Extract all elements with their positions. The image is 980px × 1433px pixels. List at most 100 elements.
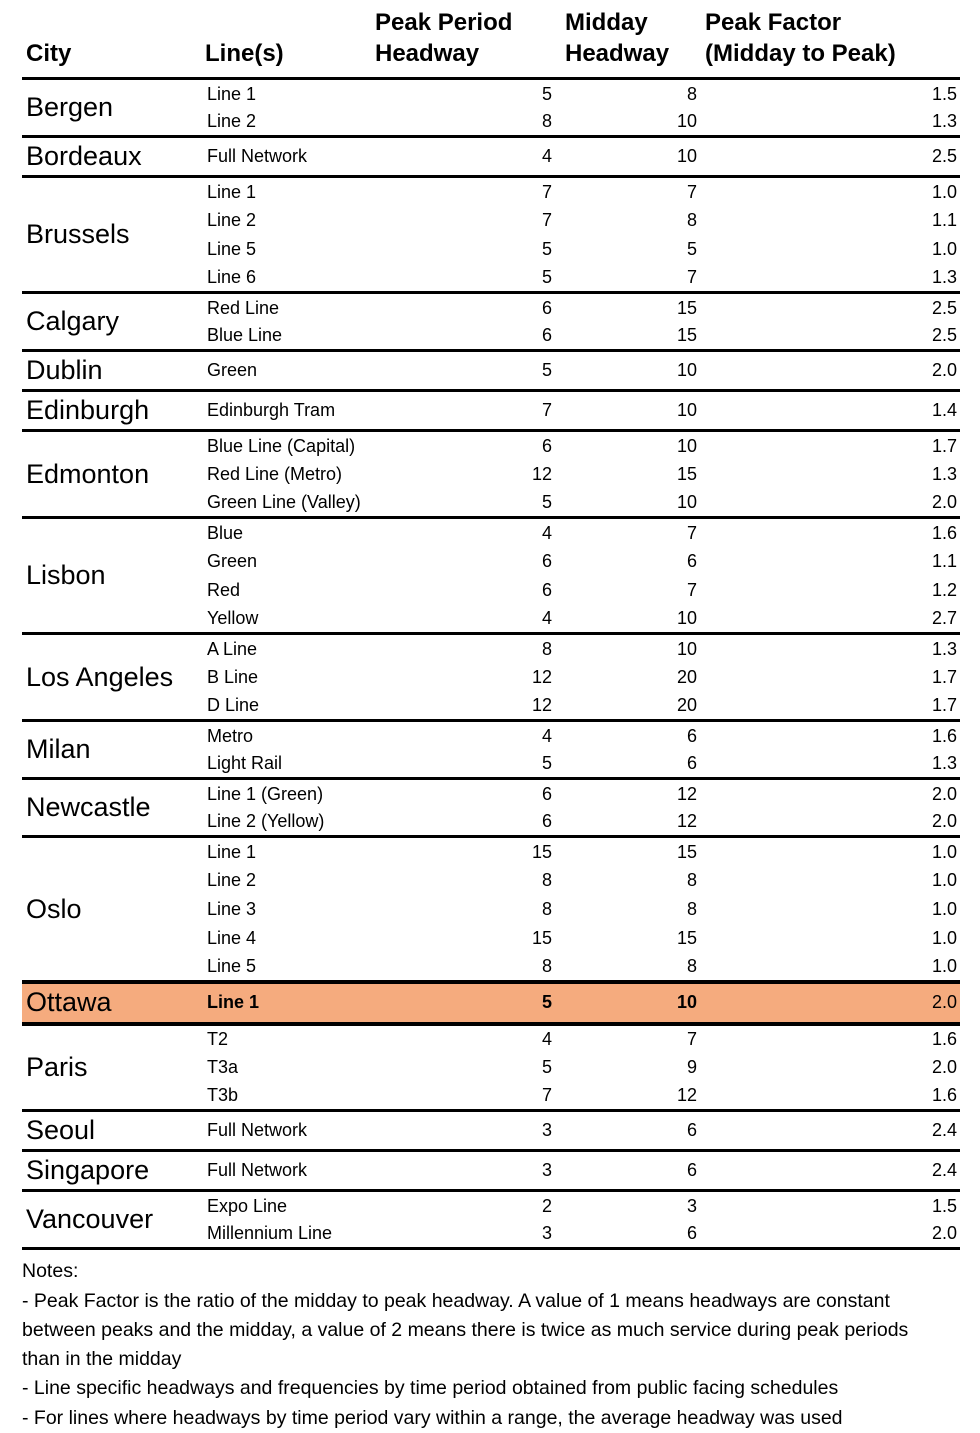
line-cell: Metro (205, 719, 375, 750)
line-cell: Blue Line (207, 325, 283, 346)
peak-cell: 5 (541, 492, 552, 513)
midday-cell: 10 (560, 135, 705, 177)
peak-cell: 5 (375, 979, 560, 1026)
factor-cell: 1.6 (705, 516, 960, 547)
city-cell: Vancouver (22, 1189, 205, 1249)
city-cell: Bergen (22, 77, 205, 137)
peak-cell: 12 (531, 463, 552, 484)
line-cell: Line 6 (207, 267, 257, 288)
factor-cell: 1.7 (705, 429, 960, 460)
city-cell: Paris (22, 1022, 205, 1111)
city-cell: Newcastle (22, 777, 205, 837)
note-item: - Line specific headways and frequencies… (22, 1377, 839, 1400)
factor-cell: 1.3 (705, 632, 960, 663)
city-cell: Dublin (22, 349, 205, 391)
midday-cell: 8 (686, 955, 697, 976)
midday-cell: 12 (676, 1085, 697, 1106)
line-cell: Blue Line (Capital) (205, 429, 375, 460)
factor-cell: 2.5 (931, 325, 957, 346)
table-row: Ottawa Line 1 5 10 2.0 (22, 979, 960, 1026)
peak-cell: 6 (375, 291, 560, 322)
table-row: Line 2 7 8 1.1 (22, 206, 960, 235)
table-row: Line 2 (Yellow) 6 12 2.0 (22, 808, 960, 837)
table-row: Line 2 8 8 1.0 (22, 866, 960, 895)
table-row: Yellow 4 10 2.7 (22, 605, 960, 634)
factor-cell: 2.4 (705, 1109, 960, 1151)
table-row: Edinburgh Edinburgh Tram 7 10 1.4 (22, 389, 960, 431)
midday-cell: 20 (676, 695, 697, 716)
factor-cell: 1.0 (705, 175, 960, 206)
peak-cell: 8 (541, 111, 552, 132)
notes-section: Notes: - Peak Factor is the ratio of the… (22, 1257, 942, 1433)
line-cell: Yellow (207, 608, 259, 629)
table-row: Dublin Green 5 10 2.0 (22, 349, 960, 391)
table-row: Seoul Full Network 3 6 2.4 (22, 1109, 960, 1151)
table-row: Milan Metro 4 6 1.6 (22, 719, 960, 779)
factor-cell: 1.0 (705, 835, 960, 866)
midday-cell: 7 (686, 579, 697, 600)
peak-cell: 8 (541, 869, 552, 890)
line-cell: Line 2 (207, 869, 257, 890)
note-item: - For lines where headways by time perio… (22, 1406, 843, 1429)
midday-cell: 12 (560, 777, 705, 808)
factor-cell: 2.0 (931, 1223, 957, 1244)
table-row: T3b 7 12 1.6 (22, 1082, 960, 1111)
midday-cell: 8 (560, 77, 705, 108)
peak-cell: 2 (375, 1189, 560, 1220)
line-cell: B Line (207, 666, 259, 687)
peak-cell: 8 (375, 632, 560, 663)
peak-cell: 6 (375, 777, 560, 808)
table-row: Vancouver Expo Line 2 3 1.5 (22, 1189, 960, 1249)
header-lines: Line(s) (205, 2, 375, 81)
peak-cell: 5 (541, 753, 552, 774)
peak-cell: 7 (541, 1085, 552, 1106)
midday-cell: 6 (686, 1223, 697, 1244)
line-cell: Green (207, 550, 258, 571)
factor-cell: 1.7 (931, 666, 957, 687)
line-cell: T3a (207, 1056, 239, 1077)
peak-cell: 5 (541, 267, 552, 288)
factor-cell: 2.7 (931, 608, 957, 629)
factor-cell: 1.3 (931, 267, 957, 288)
factor-cell: 1.3 (931, 111, 957, 132)
factor-cell: 2.0 (931, 811, 957, 832)
midday-cell: 12 (676, 811, 697, 832)
midday-cell: 8 (686, 209, 697, 230)
factor-cell: 1.1 (931, 550, 957, 571)
peak-cell: 15 (531, 927, 552, 948)
factor-cell: 1.0 (931, 927, 957, 948)
line-cell: Line 4 (207, 927, 257, 948)
peak-cell: 4 (541, 608, 552, 629)
header-midday-headway: Midday Headway (560, 2, 705, 81)
table-row: Newcastle Line 1 (Green) 6 12 2.0 (22, 777, 960, 837)
line-cell: Red Line (Metro) (207, 463, 343, 484)
table-row: Red Line (Metro) 12 15 1.3 (22, 460, 960, 489)
peak-cell: 5 (375, 77, 560, 108)
peak-cell: 5 (541, 238, 552, 259)
midday-cell: 10 (560, 632, 705, 663)
city-cell: Singapore (22, 1149, 205, 1191)
city-cell: Los Angeles (22, 632, 205, 721)
table-row: Singapore Full Network 3 6 2.4 (22, 1149, 960, 1191)
midday-cell: 15 (676, 927, 697, 948)
city-cell: Calgary (22, 291, 205, 351)
headway-table: City Line(s) Peak Period Headway Midday … (22, 2, 960, 1251)
city-cell: Lisbon (22, 516, 205, 634)
line-cell: Line 3 (207, 898, 257, 919)
table-row: Brussels Line 1 7 7 1.0 (22, 175, 960, 293)
table-row: Bordeaux Full Network 4 10 2.5 (22, 135, 960, 177)
midday-cell: 6 (560, 1109, 705, 1151)
factor-cell: 2.4 (705, 1149, 960, 1191)
midday-cell: 6 (686, 753, 697, 774)
table-row: Line 6 5 7 1.3 (22, 264, 960, 293)
factor-cell: 1.2 (931, 579, 957, 600)
table-row: Line 3 8 8 1.0 (22, 895, 960, 924)
peak-cell: 4 (375, 135, 560, 177)
line-cell: Line 1 (Green) (205, 777, 375, 808)
notes-title: Notes: (22, 1260, 79, 1283)
line-cell: Light Rail (207, 753, 283, 774)
peak-cell: 4 (375, 719, 560, 750)
line-cell: Full Network (205, 1109, 375, 1151)
factor-cell: 2.0 (705, 349, 960, 391)
